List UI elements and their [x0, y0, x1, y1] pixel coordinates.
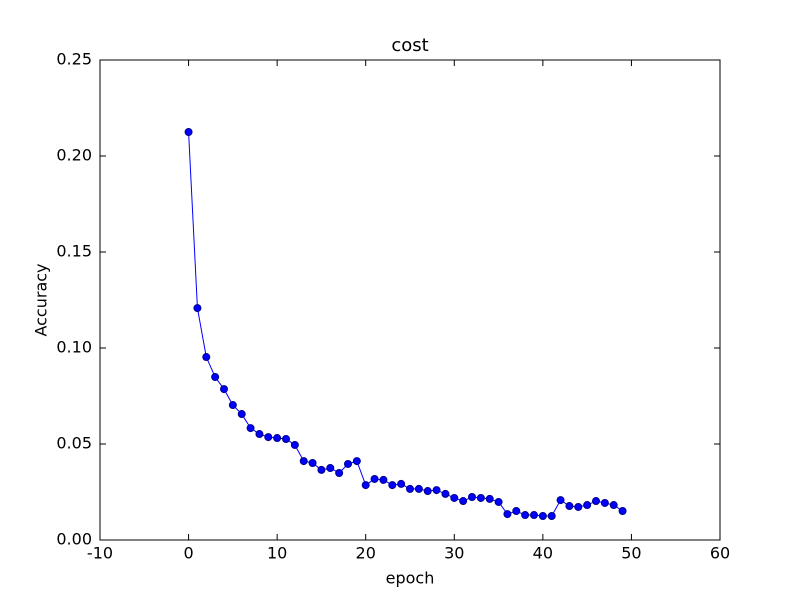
point: [379, 475, 388, 484]
point: [246, 424, 255, 433]
x-tick-label: 20: [356, 544, 376, 563]
point: [237, 410, 246, 419]
point: [521, 511, 530, 520]
point: [308, 459, 317, 468]
y-tick-label: 0.20: [56, 146, 92, 165]
x-tick-label: 0: [183, 544, 193, 563]
point: [432, 486, 441, 495]
point: [512, 507, 521, 516]
x-tick-label: 60: [710, 544, 730, 563]
y-tick-label: 0.15: [56, 242, 92, 261]
point: [476, 493, 485, 502]
point: [335, 468, 344, 477]
point: [574, 502, 583, 511]
x-tick-label: 10: [267, 544, 287, 563]
point: [397, 479, 406, 488]
y-tick-label: 0.05: [56, 434, 92, 453]
point: [255, 430, 264, 439]
point: [282, 435, 290, 444]
point: [441, 489, 450, 498]
point: [459, 497, 468, 506]
x-tick-label: 40: [533, 544, 553, 563]
point: [538, 512, 547, 520]
point: [184, 128, 193, 136]
point: [211, 372, 220, 381]
point: [556, 496, 565, 505]
point: [370, 474, 379, 483]
point: [565, 502, 574, 511]
x-tick-label: -10: [87, 544, 113, 563]
point: [228, 401, 237, 410]
point: [193, 304, 202, 313]
y-tick-label: 0.25: [56, 50, 92, 69]
point: [352, 457, 361, 466]
point: [583, 501, 592, 510]
point: [264, 433, 273, 442]
x-tick-label: 50: [621, 544, 641, 563]
plot-frame: [99, 59, 721, 541]
point: [202, 353, 211, 362]
point: [600, 498, 609, 507]
point: [530, 511, 538, 520]
point: [326, 464, 335, 472]
point: [423, 487, 432, 496]
point: [273, 434, 282, 443]
y-tick-label: 0.00: [56, 530, 92, 549]
point: [494, 497, 503, 506]
point: [290, 440, 299, 449]
y-tick-label: 0.10: [56, 338, 92, 357]
x-axis-label: epoch: [386, 569, 435, 588]
point: [414, 484, 423, 493]
point: [361, 481, 370, 490]
chart-title: cost: [391, 35, 428, 56]
point: [406, 484, 414, 493]
point: [388, 481, 397, 490]
point: [618, 507, 627, 516]
point: [450, 493, 459, 502]
point: [592, 497, 600, 506]
point: [220, 385, 228, 394]
point: [317, 465, 326, 474]
x-tick-label: 30: [444, 544, 464, 563]
point: [344, 459, 352, 468]
point: [299, 457, 308, 466]
point: [468, 492, 476, 501]
y-axis-label: Accuracy: [32, 263, 51, 336]
point: [503, 510, 512, 519]
point: [609, 501, 618, 510]
point: [547, 512, 556, 520]
point: [485, 494, 494, 503]
